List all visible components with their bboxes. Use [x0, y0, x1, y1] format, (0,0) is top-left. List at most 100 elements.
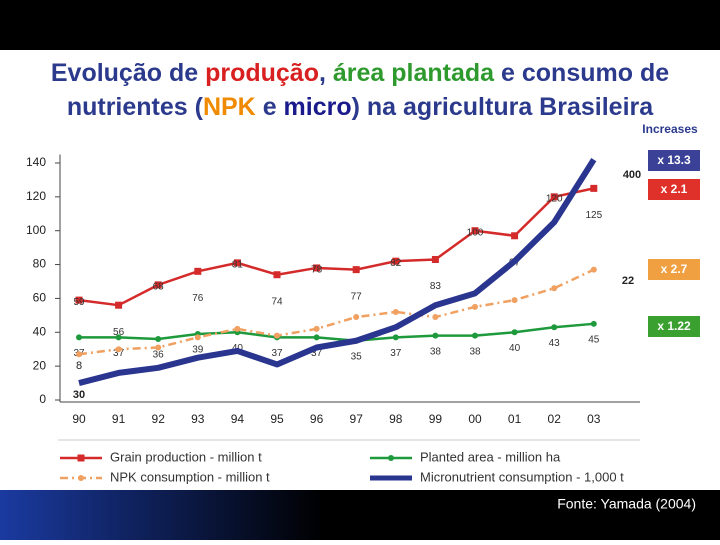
annotation: 22 [622, 275, 634, 287]
annotation: 30 [73, 389, 85, 401]
point [590, 184, 598, 192]
x-tick-label: 03 [587, 412, 601, 426]
series-line [78, 187, 595, 307]
source: Fonte: Yamada (2004) [557, 496, 696, 512]
point [432, 332, 439, 339]
increase-box [648, 259, 700, 280]
increase-label: x 2.7 [661, 262, 688, 276]
x-tick-label: 00 [468, 412, 482, 426]
point [550, 193, 558, 201]
value-label: 37 [390, 348, 402, 359]
point [233, 259, 241, 267]
point [313, 264, 321, 272]
title-part: nutrientes ( [67, 93, 204, 121]
y-tick-label: 120 [26, 189, 46, 203]
title-part: NPK [203, 93, 256, 121]
point [234, 325, 241, 332]
value-label: 37 [311, 348, 323, 359]
title-part: Evolução de [51, 59, 205, 87]
increase-label: x 1.22 [657, 319, 691, 333]
value-label: 43 [549, 338, 561, 349]
title-line-2: nutrientes (NPK e micro) na agricultura … [67, 93, 654, 121]
value-label: 125 [585, 210, 602, 221]
value-label: 56 [113, 327, 125, 338]
value-label: 68 [153, 282, 165, 293]
series-line [78, 268, 595, 356]
series-line [78, 157, 597, 386]
value-label: 81 [232, 260, 244, 271]
title-part: micro [284, 93, 352, 121]
value-label: 45 [588, 334, 600, 345]
title-part: área plantada [333, 59, 495, 87]
point [431, 255, 439, 263]
point [551, 324, 558, 331]
title-part: e [256, 93, 284, 121]
increase-label: x 2.1 [661, 182, 688, 196]
value-label: 77 [351, 291, 363, 302]
point [115, 346, 122, 353]
value-label: 37 [113, 348, 125, 359]
y-tick-label: 20 [33, 358, 47, 372]
point [353, 314, 360, 321]
point [313, 325, 320, 332]
bottom-bar [0, 490, 720, 540]
x-tick-label: 92 [152, 412, 166, 426]
annotation: 400 [623, 169, 641, 181]
y-tick-label: 140 [26, 155, 46, 169]
point [590, 266, 597, 273]
y-tick-label: 60 [33, 291, 47, 305]
x-tick-label: 96 [310, 412, 324, 426]
point [155, 336, 162, 343]
value-label: 120 [546, 193, 563, 204]
point [274, 332, 280, 339]
x-tick-label: 91 [112, 412, 126, 426]
y-tick-label: 40 [33, 324, 47, 338]
point [155, 344, 162, 351]
point [76, 351, 82, 358]
point [76, 334, 82, 341]
point [115, 301, 123, 309]
point [511, 232, 519, 240]
point [115, 334, 122, 341]
increase-label: x 13.3 [657, 153, 691, 167]
point [590, 320, 597, 327]
point [472, 332, 478, 339]
y-tick-label: 80 [33, 257, 47, 271]
x-tick-label: 98 [389, 412, 403, 426]
point [511, 329, 518, 336]
increase-box [648, 150, 700, 171]
y-tick-label: 100 [26, 223, 46, 237]
value-label: 78 [311, 265, 323, 276]
value-label: 38 [469, 346, 481, 357]
x-tick-label: 02 [548, 412, 562, 426]
point [392, 308, 399, 315]
point [472, 303, 478, 310]
title-part: , [319, 59, 333, 87]
legend-marker [388, 455, 394, 461]
increases-title: Increases [642, 122, 698, 136]
point [392, 334, 399, 341]
legend-marker [77, 454, 85, 462]
point [471, 227, 479, 235]
value-label: 74 [271, 296, 283, 307]
point [273, 271, 281, 279]
value-label: 82 [390, 258, 402, 269]
point [194, 334, 201, 341]
title-part: ) na agricultura Brasileira [352, 93, 655, 121]
y-tick-label: 0 [39, 392, 46, 406]
value-label: 39 [192, 345, 204, 356]
value-label: 83 [430, 281, 442, 292]
point [313, 334, 320, 341]
legend-label: NPK consumption - million t [110, 469, 270, 484]
point [194, 267, 202, 275]
point [75, 296, 83, 304]
legend-label: Grain production - million t [110, 449, 262, 464]
x-tick-label: 94 [231, 412, 245, 426]
point [154, 281, 162, 289]
value-label: 35 [351, 351, 363, 362]
value-label: 100 [467, 227, 484, 238]
x-tick-label: 93 [191, 412, 205, 426]
legend-marker [78, 475, 84, 481]
x-tick-label: 90 [72, 412, 86, 426]
title-part: e consumo de [494, 59, 669, 87]
